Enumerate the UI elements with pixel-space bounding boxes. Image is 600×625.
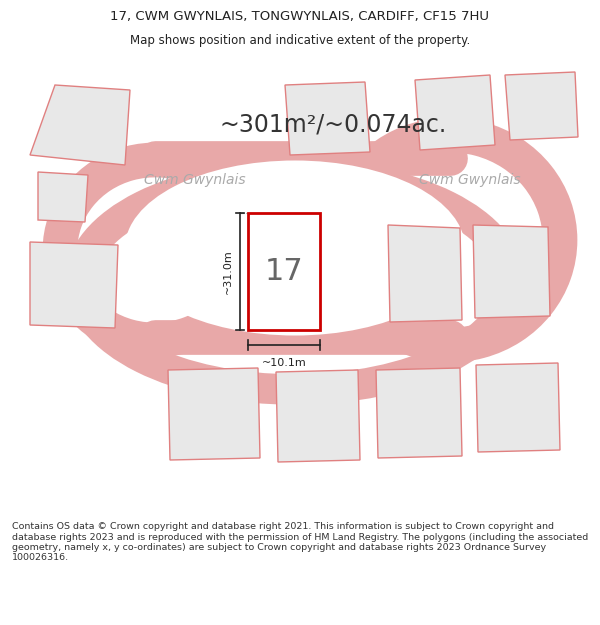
Text: Contains OS data © Crown copyright and database right 2021. This information is : Contains OS data © Crown copyright and d… [12, 522, 588, 562]
Polygon shape [248, 213, 320, 330]
Polygon shape [376, 368, 462, 458]
Text: Cwm Gwynlais: Cwm Gwynlais [144, 173, 246, 187]
Polygon shape [388, 225, 462, 322]
Polygon shape [168, 368, 260, 460]
Polygon shape [30, 85, 130, 165]
Text: 17: 17 [265, 257, 304, 286]
Polygon shape [505, 72, 578, 140]
Text: ~10.1m: ~10.1m [262, 358, 307, 368]
Text: ~301m²/~0.074ac.: ~301m²/~0.074ac. [220, 113, 447, 137]
Polygon shape [30, 242, 118, 328]
Polygon shape [476, 363, 560, 452]
Polygon shape [38, 172, 88, 222]
Text: 17, CWM GWYNLAIS, TONGWYNLAIS, CARDIFF, CF15 7HU: 17, CWM GWYNLAIS, TONGWYNLAIS, CARDIFF, … [110, 10, 490, 23]
Polygon shape [276, 370, 360, 462]
Text: ~31.0m: ~31.0m [223, 249, 233, 294]
Text: Cwm Gwynlais: Cwm Gwynlais [419, 173, 521, 187]
Polygon shape [0, 55, 600, 520]
Polygon shape [473, 225, 550, 318]
Text: Map shows position and indicative extent of the property.: Map shows position and indicative extent… [130, 34, 470, 47]
Polygon shape [415, 75, 495, 150]
Ellipse shape [125, 161, 465, 336]
Polygon shape [285, 82, 370, 155]
